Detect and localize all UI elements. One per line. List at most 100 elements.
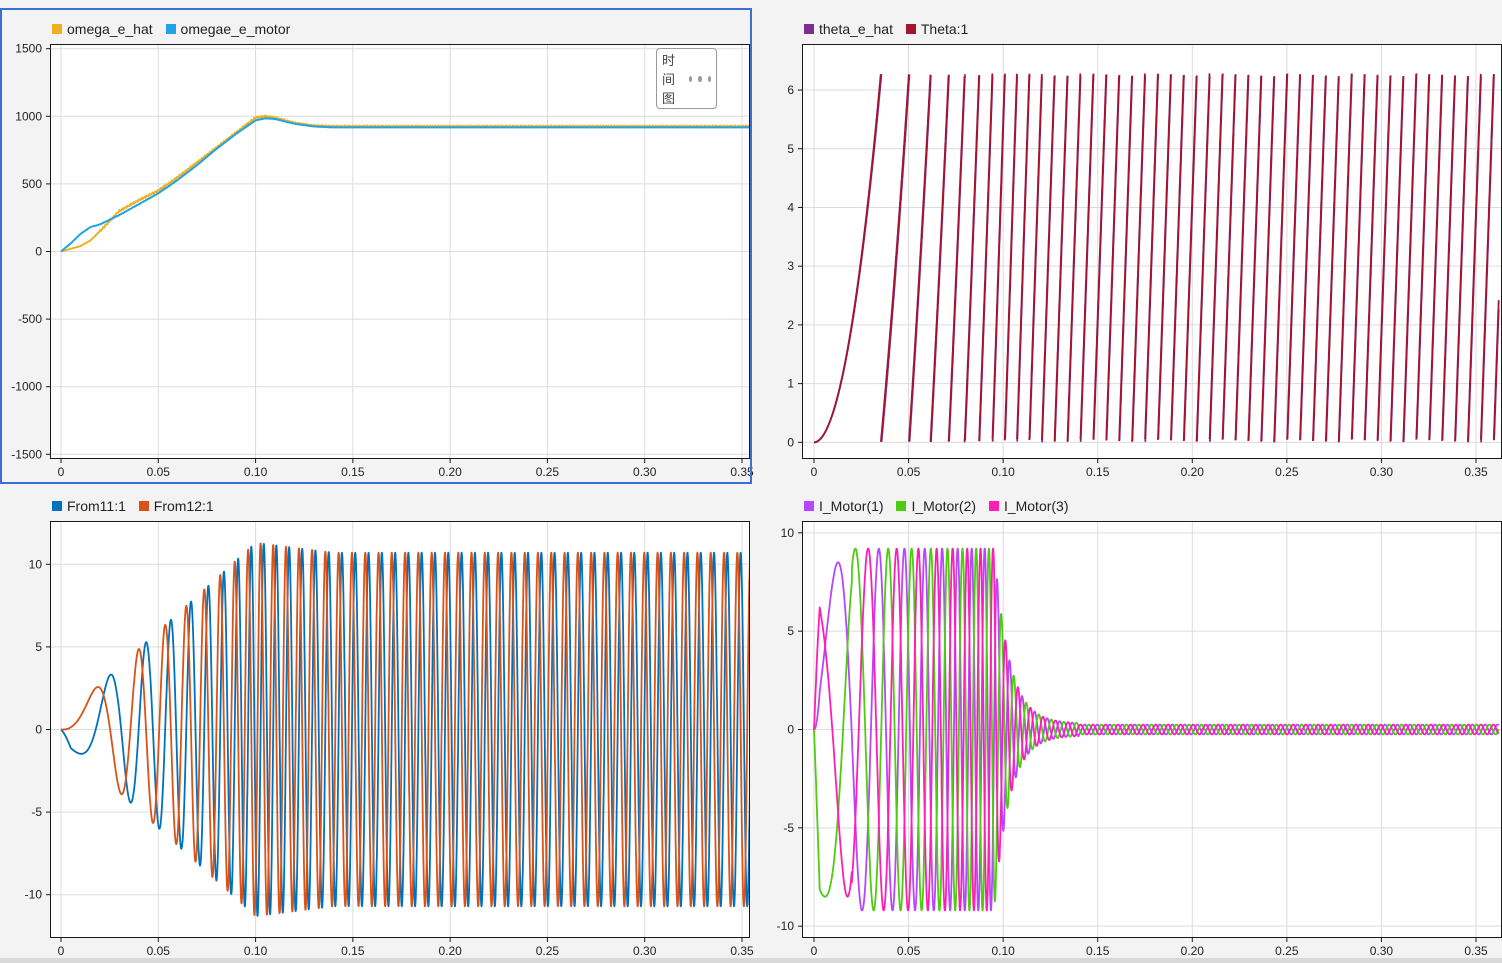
y-tick-label: 0 [787, 723, 794, 737]
legend-label: theta_e_hat [819, 21, 893, 37]
x-tick-label: 0.05 [897, 944, 921, 958]
legend-swatch [52, 24, 62, 34]
x-tick-label: 0.30 [1370, 944, 1394, 958]
y-tick-label: 6 [787, 83, 794, 97]
legend-label: From12:1 [153, 498, 214, 514]
y-tick-label: -5 [783, 821, 794, 835]
y-tick-label: 0 [35, 245, 42, 259]
y-tick-label: 0 [787, 435, 794, 449]
y-tick-label: -10 [25, 888, 43, 902]
x-tick-label: 0.10 [991, 944, 1015, 958]
grid [803, 45, 1501, 458]
series-line [60, 117, 749, 253]
x-tick-label: 0.15 [341, 465, 365, 479]
legend-label: Theta:1 [920, 21, 969, 37]
x-tick-label: 0.05 [147, 944, 171, 958]
legend-swatch [138, 501, 149, 511]
x-tick-label: 0.10 [991, 465, 1015, 479]
legend-item[interactable]: I_Motor(1) [804, 498, 884, 514]
x-tick-label: 0.05 [897, 465, 921, 479]
x-tick-label: 0.25 [1275, 944, 1299, 958]
y-tick-label: 1500 [15, 42, 42, 56]
time-plot-badge[interactable]: 时间图 [656, 48, 718, 109]
y-tick-label: -1500 [11, 447, 42, 461]
x-tick-label: 0.35 [730, 944, 754, 958]
legend-label: I_Motor(2) [911, 498, 977, 514]
grid [51, 45, 749, 458]
y-tick-label: 1000 [15, 109, 42, 123]
series-group [60, 114, 749, 253]
legend: omega_e_hat omegae_e_motor [52, 21, 299, 37]
legend-label: omega_e_hat [67, 21, 153, 37]
x-tick-label: 0 [58, 465, 65, 479]
series-line [60, 542, 749, 916]
series-line [813, 547, 1500, 912]
x-tick-label: 0.20 [438, 944, 462, 958]
legend-label: I_Motor(1) [819, 498, 884, 514]
x-tick-label: 0.10 [244, 944, 268, 958]
legend-swatch [52, 501, 62, 511]
y-tick-label: -1000 [11, 380, 42, 394]
x-tick-label: 0.30 [1370, 465, 1394, 479]
y-tick-label: 0 [35, 723, 42, 737]
x-tick-label: 0.35 [730, 465, 754, 479]
legend-item[interactable]: Theta:1 [905, 21, 969, 37]
x-tick-label: 0.25 [1275, 465, 1299, 479]
legend-item[interactable]: omega_e_hat [52, 21, 153, 37]
series-group [60, 542, 749, 917]
more-dot-icon [698, 75, 702, 82]
y-tick-label: 5 [787, 142, 794, 156]
legend-swatch [804, 24, 814, 34]
legend-swatch [804, 501, 814, 511]
x-tick-label: 0.15 [1086, 944, 1110, 958]
y-tick-label: 1 [787, 377, 794, 391]
x-tick-label: 0.25 [536, 465, 560, 479]
legend-swatch [988, 501, 999, 511]
x-tick-label: 0.25 [536, 944, 560, 958]
legend-item[interactable]: I_Motor(3) [988, 498, 1069, 514]
x-tick-label: 0.15 [341, 944, 365, 958]
y-tick-label: 10 [781, 526, 795, 540]
y-tick-label: -500 [18, 312, 42, 326]
x-tick-label: 0 [811, 465, 818, 479]
x-tick-label: 0.30 [633, 465, 657, 479]
more-dot-icon [689, 75, 693, 82]
legend: From11:1 From12:1 [52, 498, 223, 514]
x-tick-label: 0 [811, 944, 818, 958]
series-line [813, 547, 1500, 912]
legend-label: I_Motor(3) [1003, 498, 1069, 514]
legend-item[interactable]: theta_e_hat [804, 21, 893, 37]
y-tick-label: -10 [777, 919, 795, 933]
legend: theta_e_hat Theta:1 [804, 21, 977, 37]
x-tick-label: 0.10 [244, 465, 268, 479]
y-tick-label: 4 [787, 200, 794, 214]
x-tick-label: 0.15 [1086, 465, 1110, 479]
series-line [813, 73, 1500, 444]
legend-label: From11:1 [67, 498, 126, 514]
legend: I_Motor(1) I_Motor(2) I_Motor(3) [804, 498, 1078, 514]
legend-item[interactable]: omegae_e_motor [165, 21, 291, 37]
y-tick-label: 5 [787, 624, 794, 638]
y-tick-label: 500 [22, 177, 42, 191]
legend-item[interactable]: I_Motor(2) [896, 498, 976, 514]
x-tick-label: 0.35 [1464, 944, 1488, 958]
x-tick-label: 0.30 [633, 944, 657, 958]
x-tick-label: 0.05 [147, 465, 171, 479]
y-tick-label: -5 [31, 805, 42, 819]
x-tick-label: 0.20 [1181, 944, 1205, 958]
series-group [813, 547, 1500, 912]
y-tick-label: 5 [35, 640, 42, 654]
y-tick-label: 3 [787, 259, 794, 273]
legend-item[interactable]: From11:1 [52, 498, 126, 514]
x-tick-label: 0.20 [438, 465, 462, 479]
legend-item[interactable]: From12:1 [138, 498, 214, 514]
legend-swatch [896, 501, 907, 511]
legend-label: omegae_e_motor [180, 21, 291, 37]
y-tick-label: 10 [29, 557, 43, 571]
x-tick-label: 0 [58, 944, 65, 958]
x-tick-label: 0.35 [1464, 465, 1488, 479]
status-bar [0, 958, 1502, 963]
